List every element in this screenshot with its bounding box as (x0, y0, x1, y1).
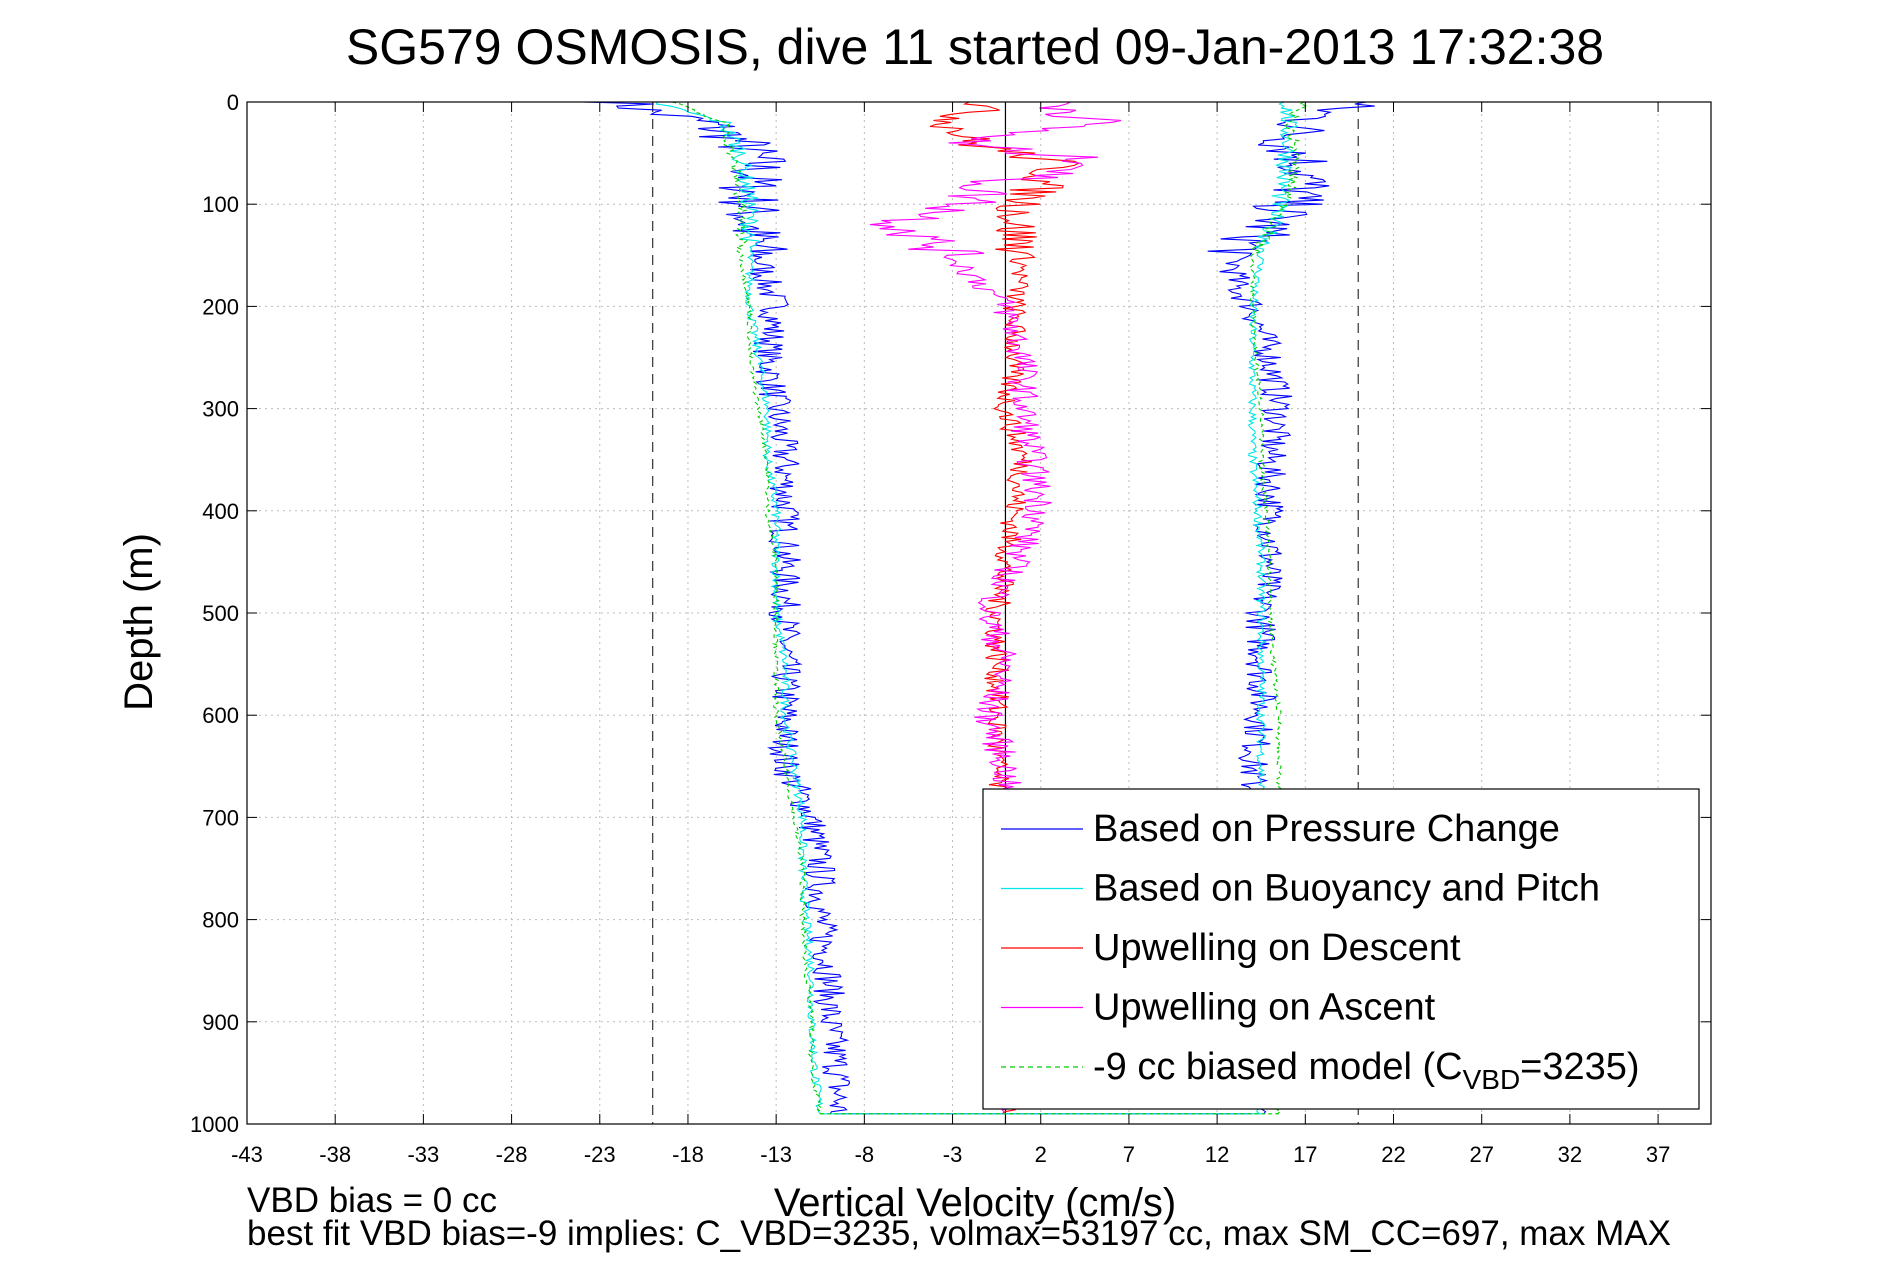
y-tick-label: 400 (202, 499, 239, 524)
legend-label: -9 cc biased model (CVBD=3235) (1093, 1046, 1640, 1095)
y-tick-label: 500 (202, 601, 239, 626)
x-tick-label: -23 (584, 1142, 616, 1167)
y-tick-label: 200 (202, 294, 239, 319)
y-tick-label: 800 (202, 908, 239, 933)
x-tick-label: -33 (407, 1142, 439, 1167)
footer-line-1: VBD bias = 0 cc (247, 1181, 497, 1220)
x-tick-label: 2 (1035, 1142, 1047, 1167)
x-tick-label: -3 (943, 1142, 963, 1167)
x-tick-label: 32 (1558, 1142, 1582, 1167)
chart-title: SG579 OSMOSIS, dive 11 started 09-Jan-20… (346, 19, 1604, 75)
x-axis-label: Vertical Velocity (cm/s) (774, 1181, 1176, 1225)
x-tick-label: 17 (1293, 1142, 1317, 1167)
ticks: -43 -38 -33 -28 -23 -18 -13 -8 -3 2 7 12 17 22 27 32 370… (190, 90, 1711, 1167)
x-tick-label: 27 (1469, 1142, 1493, 1167)
y-tick-label: 900 (202, 1010, 239, 1035)
legend-label: Based on Buoyancy and Pitch (1093, 868, 1600, 910)
x-tick-label: 12 (1205, 1142, 1229, 1167)
x-tick-label: -43 (231, 1142, 263, 1167)
x-tick-label: 37 (1646, 1142, 1670, 1167)
series-line-descent (672, 101, 823, 1115)
footer-line-2: best fit VBD bias=-9 implies: C_VBD=3235… (247, 1214, 1671, 1253)
x-tick-label: -13 (760, 1142, 792, 1167)
legend-label: Upwelling on Ascent (1093, 987, 1436, 1029)
legend-label: Based on Pressure Change (1093, 808, 1560, 850)
y-tick-label: 600 (202, 703, 239, 728)
y-tick-label: 0 (227, 90, 239, 115)
series-line-descent (655, 101, 824, 1115)
x-tick-label: -18 (672, 1142, 704, 1167)
x-tick-label: -28 (496, 1142, 528, 1167)
y-tick-label: 300 (202, 397, 239, 422)
y-tick-label: 100 (202, 192, 239, 217)
x-tick-label: -38 (319, 1142, 351, 1167)
legend-box (982, 788, 1700, 1110)
legend: Based on Pressure Change Based on Buoyanc… (982, 788, 1700, 1110)
y-tick-label: 1000 (190, 1112, 239, 1137)
series-line-descent (582, 101, 851, 1115)
x-tick-label: -8 (855, 1142, 875, 1167)
x-tick-label: 22 (1381, 1142, 1405, 1167)
y-axis-label: Depth (m) (117, 533, 161, 711)
legend-label: Upwelling on Descent (1093, 927, 1461, 969)
y-tick-label: 700 (202, 805, 239, 830)
x-tick-label: 7 (1123, 1142, 1135, 1167)
